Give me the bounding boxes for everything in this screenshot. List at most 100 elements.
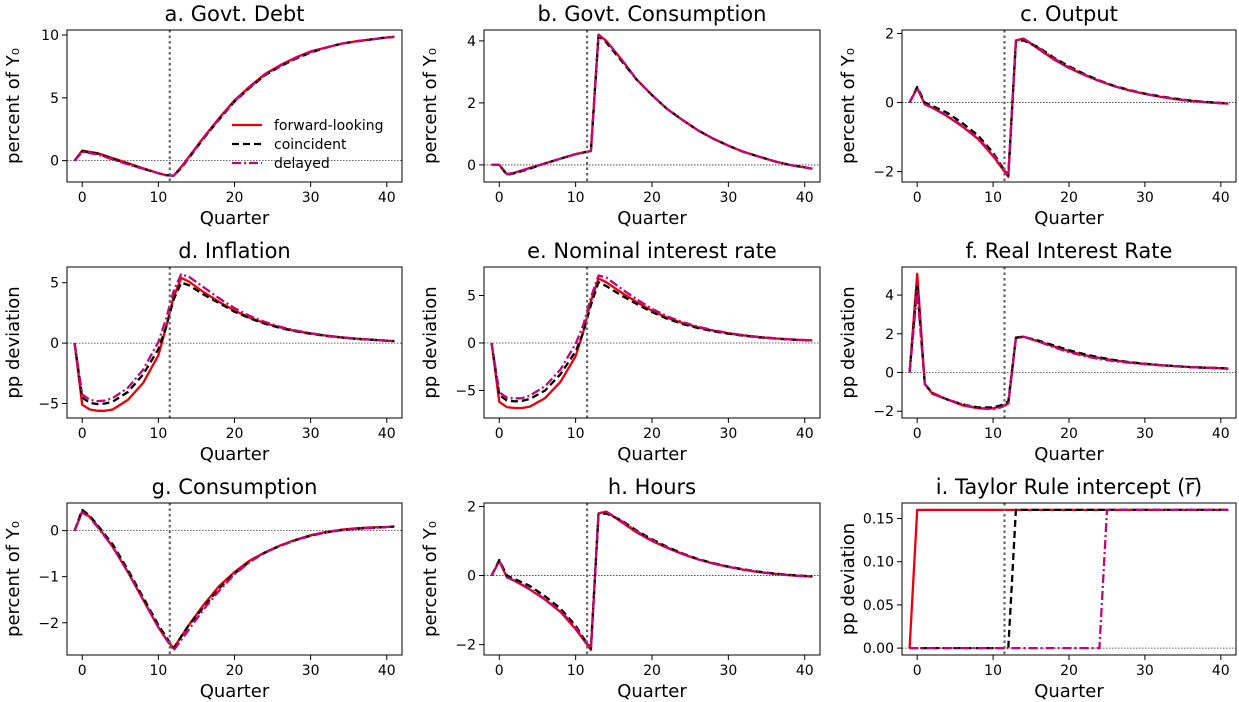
legend: forward-looking coincident delayed [232, 118, 384, 172]
x-tick-label: 0 [913, 426, 922, 442]
series-line-delayed [73, 273, 395, 403]
x-tick-label: 10 [567, 190, 585, 206]
y-tick-label: −2 [455, 638, 476, 654]
panel-title: f. Real Interest Rate [966, 239, 1173, 263]
x-tick-label: 30 [1136, 190, 1154, 206]
x-tick-label: 0 [78, 663, 87, 679]
panel-title: b. Govt. Consumption [538, 2, 767, 26]
x-tick-label: 10 [149, 426, 167, 442]
panel-6: 0 10 20 30 40 −2 −1 0 g. Consumption Quarter perce… [3, 475, 403, 702]
x-tick-label: 20 [226, 663, 244, 679]
x-tick-label: 40 [1212, 663, 1230, 679]
y-tick-label: 5 [467, 288, 476, 304]
x-tick-label: 30 [719, 426, 737, 442]
y-tick-label: 0 [467, 336, 476, 352]
x-tick-label: 40 [1212, 190, 1230, 206]
x-tick-label: 20 [1060, 426, 1078, 442]
x-axis-label: Quarter [1034, 681, 1104, 702]
x-axis-label: Quarter [1034, 444, 1104, 465]
x-tick-label: 20 [643, 190, 661, 206]
y-tick-label: 0 [50, 336, 59, 352]
series-line-delayed [490, 274, 813, 400]
series-line-delayed [908, 290, 1229, 411]
series-line-coincident [490, 281, 813, 403]
series-line-coincident [909, 508, 1229, 650]
panel-title: g. Consumption [152, 475, 318, 499]
panel-title: c. Output [1020, 2, 1118, 26]
x-tick-label: 10 [149, 190, 167, 206]
axes-frame [901, 266, 1237, 419]
axes-frame [901, 502, 1237, 656]
x-tick-label: 20 [226, 426, 244, 442]
y-axis-label: pp deviation [838, 286, 859, 398]
series-line-forward-looking [491, 33, 813, 176]
y-axis-label: pp deviation [420, 286, 441, 398]
series-line-delayed [490, 510, 813, 650]
y-tick-label: 0.10 [863, 555, 894, 571]
panel-7: 0 10 20 30 40 −2 0 2 h. Hours Quarter percent of Y… [420, 475, 821, 702]
x-tick-label: 20 [1060, 190, 1078, 206]
panel-title: e. Nominal interest rate [527, 239, 777, 263]
y-tick-label: 0.05 [863, 598, 894, 614]
series-line-coincident [908, 39, 1229, 177]
y-tick-label: 0 [885, 96, 894, 112]
y-tick-label: 2 [885, 26, 894, 42]
panel-8: 0 10 20 30 40 0.00 0.05 0.10 0.15 i. Taylor Rule … [838, 475, 1237, 702]
y-tick-label: 5 [50, 91, 59, 107]
y-axis-label: percent of Y₀ [3, 48, 24, 164]
y-tick-label: 0 [50, 154, 59, 170]
series-line-forward-looking [73, 35, 395, 177]
panel-3: 0 10 20 30 40 −5 0 5 d. Inflation Quarter pp devia… [3, 239, 403, 465]
x-tick-label: 40 [796, 190, 814, 206]
x-tick-label: 30 [1136, 663, 1154, 679]
series-line-forward-looking [908, 37, 1229, 178]
x-axis-label: Quarter [200, 444, 270, 465]
series-line-coincident [490, 512, 813, 650]
y-tick-label: 5 [50, 276, 59, 292]
x-tick-label: 10 [984, 190, 1002, 206]
series-line-coincident [73, 281, 395, 406]
y-tick-label: 10 [41, 28, 59, 44]
x-tick-label: 10 [149, 663, 167, 679]
series-line-delayed [73, 511, 395, 652]
x-tick-label: 30 [302, 190, 320, 206]
x-tick-label: 40 [796, 426, 814, 442]
x-tick-label: 10 [567, 426, 585, 442]
x-tick-label: 40 [378, 426, 396, 442]
x-tick-label: 0 [495, 663, 504, 679]
x-tick-label: 30 [719, 190, 737, 206]
panel-1: 0 10 20 30 40 0 2 4 b. Govt. Consumption Quarter p… [420, 2, 821, 229]
x-axis-label: Quarter [200, 681, 270, 702]
panel-5: 0 10 20 30 40 −2 0 2 4 f. Real Interest Rate Quart… [838, 239, 1237, 465]
y-tick-label: 0 [467, 569, 476, 585]
panel-0: 0 10 20 30 40 0 5 10 a. Govt. Debt Quarter percent… [3, 2, 403, 229]
panel-title: h. Hours [608, 475, 696, 499]
series-line-forward-looking [908, 272, 1229, 410]
series-line-coincident [491, 35, 813, 177]
panel-2: 0 10 20 30 40 −2 0 2 c. Output Quarter percent of … [838, 2, 1237, 229]
x-tick-label: 40 [378, 663, 396, 679]
x-tick-label: 40 [378, 190, 396, 206]
panel-title: i. Taylor Rule intercept (r̅) [936, 475, 1202, 499]
x-axis-label: Quarter [617, 681, 687, 702]
y-tick-label: 2 [467, 96, 476, 112]
x-tick-label: 30 [719, 663, 737, 679]
x-tick-label: 30 [302, 663, 320, 679]
x-tick-label: 20 [226, 190, 244, 206]
x-tick-label: 0 [495, 190, 504, 206]
y-tick-label: −5 [38, 397, 59, 413]
x-tick-label: 40 [1212, 426, 1230, 442]
y-tick-label: −2 [38, 616, 59, 632]
y-tick-label: −2 [873, 165, 894, 181]
x-axis-label: Quarter [200, 208, 270, 229]
panel-title: d. Inflation [178, 239, 291, 263]
y-tick-label: 0.00 [863, 641, 894, 657]
y-tick-label: 4 [885, 288, 894, 304]
y-tick-label: 0 [467, 158, 476, 174]
panel-title: a. Govt. Debt [164, 2, 304, 26]
x-tick-label: 10 [567, 663, 585, 679]
series-line-forward-looking [73, 510, 395, 650]
series-line-delayed [491, 33, 813, 176]
x-tick-label: 40 [796, 663, 814, 679]
series-line-delayed [909, 508, 1229, 650]
